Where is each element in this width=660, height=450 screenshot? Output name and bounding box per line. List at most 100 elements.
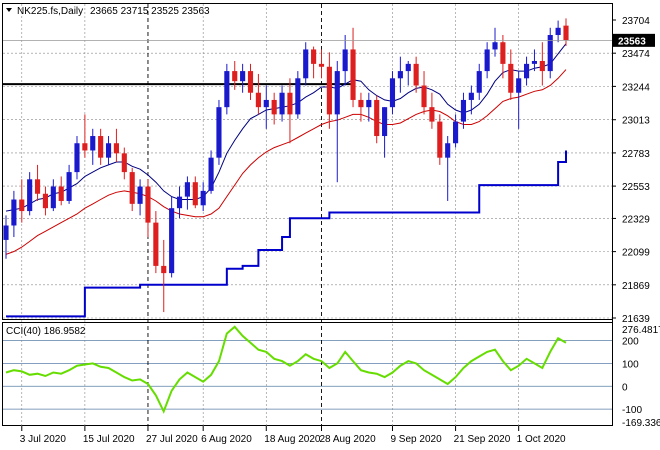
cci-level-label: 0 [622,382,628,393]
candle [318,49,325,79]
cci-label: CCI(40) 186.9582 [6,326,86,337]
cci-level-labels: 200 100 0 -100 [622,336,642,416]
candle [66,164,72,204]
candle [200,182,206,212]
candlesticks [3,18,569,313]
candle [42,186,48,216]
candle [240,63,246,93]
candle [421,71,427,115]
candle [524,56,530,86]
candle [3,215,9,259]
candle [334,60,340,183]
candle [389,71,396,115]
dropdown-triangle-icon[interactable] [6,8,12,12]
cci-level-label: -100 [622,405,642,416]
date-tick-label: 18 Aug 2020 [264,434,321,445]
candle [90,128,96,165]
candle [11,190,17,238]
candle [429,92,435,129]
price-tick-label: 23244 [622,82,650,93]
date-axis[interactable]: 3 Jul 2020 15 Jul 2020 27 Jul 2020 6 Aug 20… [20,426,566,445]
candle [224,63,230,115]
candle [547,27,553,79]
candle [453,114,459,148]
candle [326,52,332,129]
candle [382,107,388,158]
cci-panel[interactable] [2,322,613,426]
candle [82,114,88,158]
date-tick-label: 3 Jul 2020 [20,434,67,445]
price-tick-label: 23704 [622,16,650,27]
candle [468,85,474,115]
ohlc-readout: 23665 23715 23525 23563 [90,6,210,17]
candle [484,42,490,79]
candle [255,73,261,115]
price-axis[interactable]: 23704 23474 23244 23013 22783 22553 22329 22099… [612,16,650,325]
candle [137,179,143,216]
date-tick-label: 6 Aug 2020 [201,434,252,445]
cci-axis-max: 276.4817 [622,325,660,336]
date-tick-label: 21 Sep 2020 [454,434,511,445]
candle [437,114,443,165]
candle [555,20,561,43]
stop-line [6,150,567,318]
candle [311,46,317,79]
candle [279,85,285,122]
candle [358,92,364,122]
candle [192,176,198,209]
date-tick-label: 28 Aug 2020 [319,434,376,445]
candle [50,179,56,212]
candle [342,35,348,86]
candle [263,85,269,129]
candle [247,63,254,100]
candle [405,60,411,86]
candle [350,27,356,108]
price-tick-label: 22329 [622,214,650,225]
candle [208,150,214,194]
cci-level-label: 100 [622,359,639,370]
cci-grid [3,340,612,410]
candle [98,128,104,165]
candle [531,49,538,72]
candle [58,176,64,206]
candle [145,179,151,238]
candle [476,63,482,100]
candle [105,136,112,165]
candle [303,42,309,86]
candle [374,95,380,144]
candle [121,147,127,180]
candle [516,71,522,129]
candle [287,78,293,144]
candle [508,49,514,100]
candle [500,35,506,79]
slow-moving-average [5,69,567,255]
price-tick-label: 22099 [622,248,650,259]
candle [161,239,167,313]
price-tick-label: 22783 [622,149,650,160]
symbol-label: NK225.fs,Daily [17,6,83,17]
candle [113,128,119,163]
price-tick-label: 23474 [622,49,650,60]
candle [27,172,33,216]
price-tick-label: 21869 [622,281,650,292]
candle [397,56,403,93]
candle [563,18,569,46]
date-tick-label: 9 Sep 2020 [390,434,442,445]
candle [129,167,135,212]
candle [539,42,545,86]
cci-line [5,325,567,414]
current-price-label: 23563 [618,36,646,47]
candle [295,71,301,119]
price-tick-label: 23013 [622,116,650,127]
candle [492,27,498,57]
cci-axis-min: -169.336 [622,418,660,429]
candle [176,186,183,219]
cci-level-label: 200 [622,336,639,347]
candle [74,136,80,180]
current-price-badge [613,33,655,47]
candle [19,179,25,223]
candle [34,164,41,201]
date-tick-label: 15 Jul 2020 [83,434,135,445]
candle [460,92,467,129]
